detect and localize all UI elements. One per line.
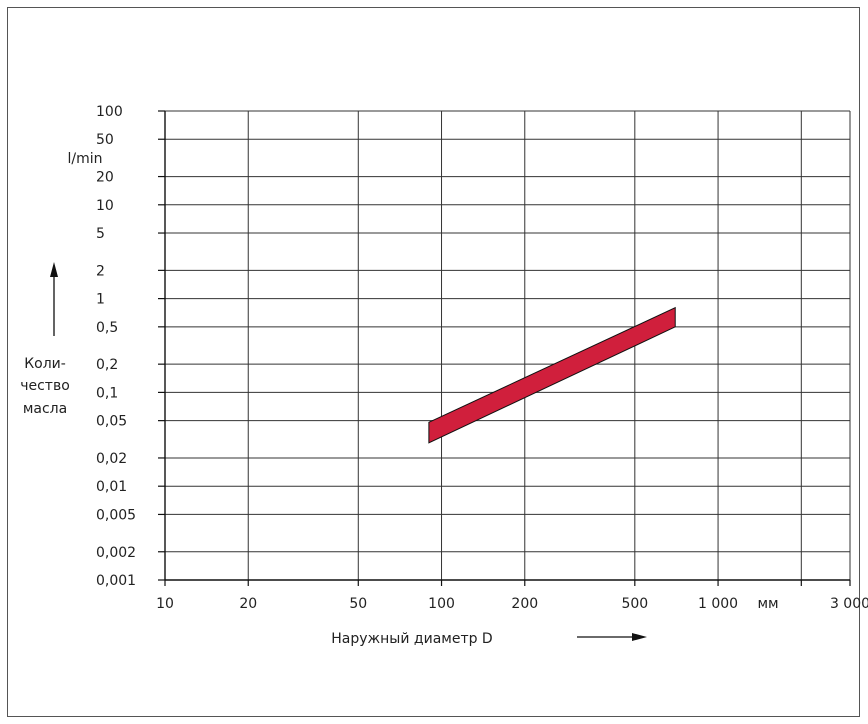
oil-quantity-band	[428, 306, 676, 444]
y-tick-label: 0,005	[96, 507, 136, 523]
y-tick-label: 1	[96, 292, 105, 308]
y-axis-label-line-2: чество	[20, 378, 70, 394]
y-tick-label: 0,01	[96, 479, 127, 495]
y-axis-label-line-1: Коли-	[24, 356, 66, 372]
grid	[165, 110, 851, 580]
x-tick-labels: 10 20 50 100 200 500 1 000 3 000	[156, 596, 868, 612]
x-tick-label: 20	[239, 596, 257, 612]
x-tick-label: 100	[428, 596, 455, 612]
y-tick-label: 0,05	[96, 414, 127, 430]
chart-frame	[7, 7, 860, 717]
x-tick-label: 500	[621, 596, 648, 612]
y-tick-label: 100	[96, 104, 123, 120]
y-tick-label: 2	[96, 263, 105, 279]
y-tick-label: 0,2	[96, 357, 118, 373]
y-tick-label: 0,02	[96, 451, 127, 467]
x-axis-unit: мм	[757, 596, 778, 612]
x-tick-label: 50	[349, 596, 367, 612]
y-axis-arrow	[50, 262, 58, 336]
oil-quantity-band-area	[428, 306, 676, 444]
y-tick-label: 20	[96, 170, 114, 186]
y-tick-label: 0,5	[96, 320, 118, 336]
x-tick-label: 10	[156, 596, 174, 612]
y-axis-unit: l/min	[67, 151, 102, 167]
y-tick-label: 0,002	[96, 545, 136, 561]
y-axis-label-line-3: масла	[23, 401, 67, 417]
y-axis-label: Коли- чество масла	[20, 356, 70, 417]
x-axis-label: Наружный диаметр D	[331, 631, 492, 647]
x-tick-label: 3 000	[830, 596, 868, 612]
axes	[158, 110, 851, 586]
x-axis-arrow	[577, 633, 647, 641]
y-tick-label: 10	[96, 198, 114, 214]
x-tick-label: 1 000	[698, 596, 738, 612]
y-tick-label: 50	[96, 132, 114, 148]
x-tick-label: 200	[511, 596, 538, 612]
y-tick-label: 5	[96, 226, 105, 242]
y-tick-label: 0,1	[96, 385, 118, 401]
y-tick-labels: 0,001 0,002 0,005 0,01 0,02 0,05 0,1 0,2 0,5 1 2 5 1…	[96, 104, 136, 589]
y-tick-label: 0,001	[96, 573, 136, 589]
